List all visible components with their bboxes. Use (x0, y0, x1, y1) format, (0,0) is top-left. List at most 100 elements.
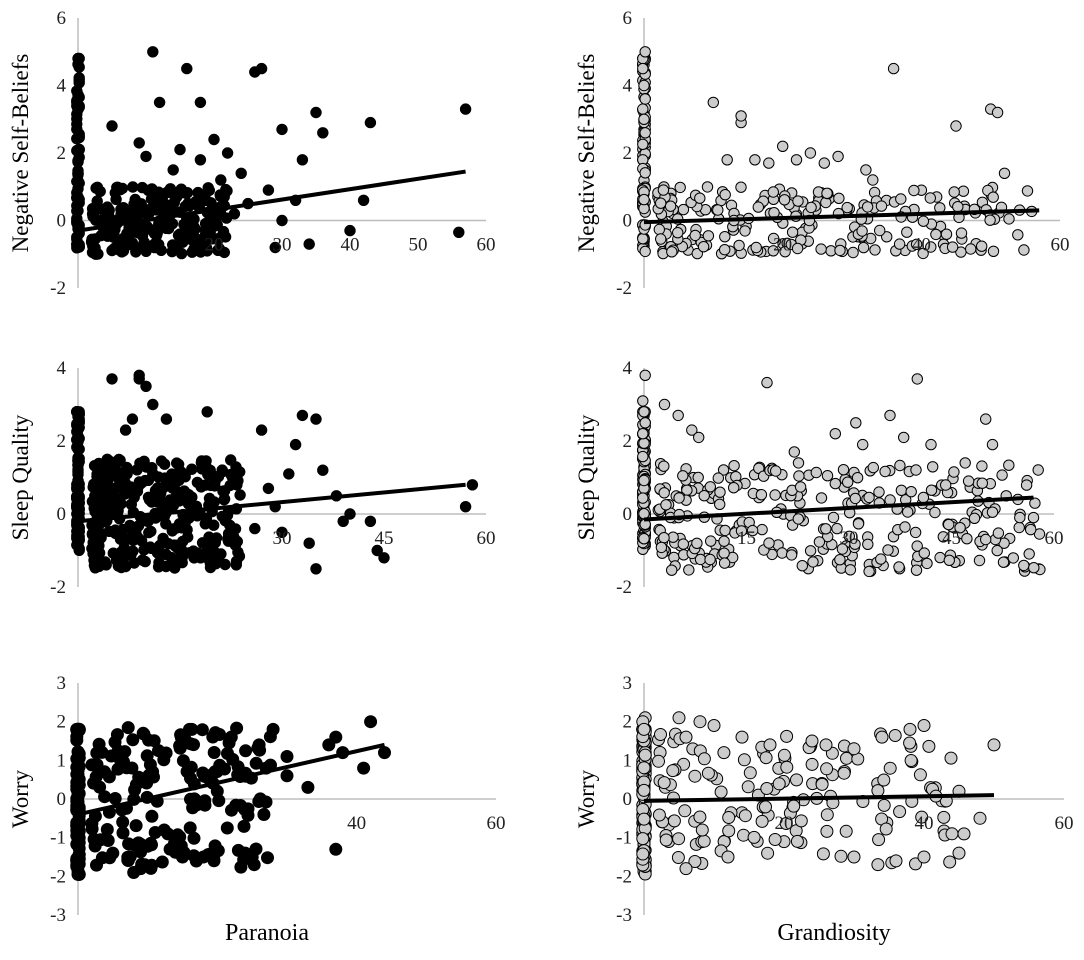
data-point (150, 204, 163, 216)
data-point (674, 181, 686, 194)
data-point (987, 191, 999, 203)
data-point (903, 722, 917, 736)
data-point (72, 52, 84, 65)
data-point (666, 246, 678, 258)
y-tick-label: 0 (57, 789, 67, 810)
y-tick-label: 0 (57, 211, 67, 232)
data-point (666, 764, 680, 778)
data-point (637, 62, 649, 75)
data-point (655, 541, 668, 554)
data-point (943, 554, 955, 566)
y-tick-label: 4 (623, 76, 633, 97)
data-point (832, 150, 844, 163)
data-point (821, 470, 834, 482)
y-axis-label: Negative Self-Beliefs (8, 54, 33, 253)
data-point (664, 200, 677, 212)
data-point (683, 564, 695, 576)
data-point (747, 830, 761, 844)
data-point (693, 715, 707, 729)
data-point (697, 834, 711, 848)
data-point (201, 245, 213, 257)
data-point (637, 138, 649, 151)
data-point (944, 751, 958, 765)
trend-line (77, 169, 466, 233)
data-point (198, 798, 212, 812)
data-point (1013, 521, 1025, 534)
data-point (987, 738, 1001, 752)
data-point (194, 552, 207, 564)
data-point (910, 564, 923, 576)
y-tick-label: -3 (50, 905, 66, 926)
data-point (943, 518, 955, 531)
x-tick-label: 50 (409, 235, 428, 256)
x-tick-label: 60 (487, 813, 506, 834)
x-tick-label: 40 (341, 235, 360, 256)
data-point (992, 527, 1005, 539)
data-point (677, 470, 689, 482)
data-point (672, 832, 686, 846)
data-point (791, 242, 804, 255)
data-point (453, 226, 465, 239)
data-point (883, 761, 897, 775)
data-point (820, 762, 834, 776)
data-point (761, 846, 775, 860)
data-point (261, 851, 274, 865)
data-point (71, 215, 83, 227)
data-point (100, 559, 112, 571)
data-point (225, 803, 238, 817)
x-tick-label: 30 (273, 528, 292, 549)
data-point (980, 413, 992, 425)
y-tick-label: 0 (623, 211, 633, 232)
data-point (145, 809, 159, 823)
data-point (821, 187, 833, 200)
data-point (654, 728, 667, 741)
data-point (952, 201, 964, 213)
data-point (952, 846, 966, 860)
data-point (72, 857, 86, 871)
trend-line (643, 495, 1034, 522)
data-point (310, 106, 322, 119)
y-tick-label: 0 (623, 789, 633, 810)
data-point (898, 431, 910, 444)
data-point (772, 777, 786, 791)
data-point (166, 468, 178, 480)
data-point (841, 201, 853, 214)
data-point (157, 753, 171, 767)
data-point (73, 497, 85, 509)
data-point (73, 100, 85, 112)
data-point (88, 246, 100, 259)
data-point (120, 761, 133, 775)
data-point (255, 424, 268, 436)
data-point (834, 244, 846, 257)
data-point (194, 154, 207, 166)
data-point (769, 489, 781, 501)
data-point (925, 438, 937, 451)
data-point (786, 226, 799, 238)
data-point (72, 183, 84, 195)
data-point (976, 477, 988, 489)
data-point (179, 490, 191, 502)
data-point (820, 808, 834, 822)
data-point (856, 225, 868, 237)
data-point (73, 544, 85, 556)
data-point (831, 522, 843, 535)
data-point (191, 476, 204, 489)
data-point (142, 491, 155, 503)
data-point (234, 489, 246, 501)
data-point (184, 760, 198, 774)
data-point (714, 486, 726, 498)
data-point (213, 243, 226, 255)
data-points (637, 46, 1038, 260)
y-tick-label: 4 (57, 358, 67, 379)
data-point (132, 227, 144, 239)
data-point (639, 127, 651, 139)
data-point (929, 506, 941, 519)
data-point (637, 103, 649, 115)
data-point (695, 823, 709, 837)
data-point (659, 833, 673, 847)
data-point (128, 491, 140, 503)
data-point (770, 465, 782, 477)
y-tick-label: 2 (623, 431, 633, 452)
data-point (694, 553, 707, 566)
y-tick-label: 2 (623, 143, 633, 164)
